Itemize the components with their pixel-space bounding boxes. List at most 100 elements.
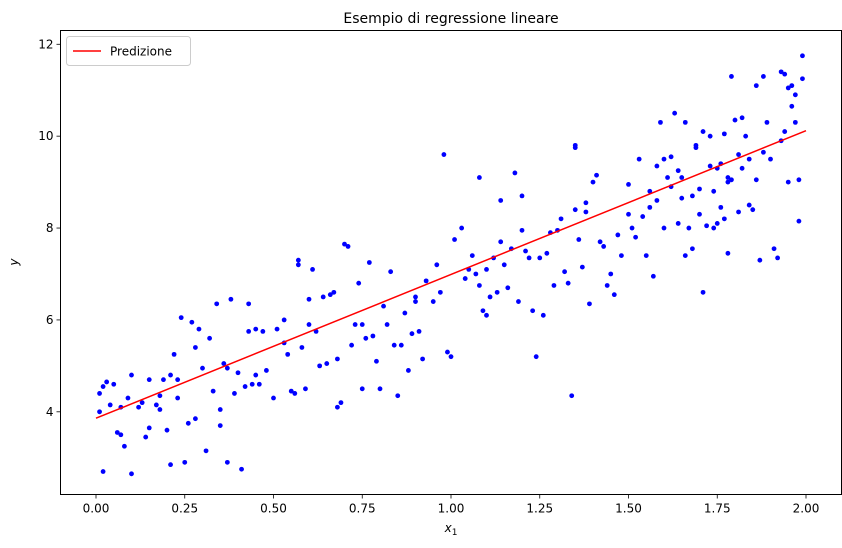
chart-title: Esempio di regressione lineare <box>343 11 558 27</box>
data-point <box>594 172 599 178</box>
data-point <box>526 255 532 261</box>
data-point <box>704 223 709 229</box>
data-point <box>608 271 614 277</box>
x-axis-title-main: x <box>444 521 453 535</box>
data-point <box>416 329 422 334</box>
data-point <box>501 262 507 268</box>
data-point <box>640 214 646 219</box>
data-point <box>118 432 124 438</box>
data-point <box>778 69 784 75</box>
data-point <box>757 257 763 263</box>
data-point <box>654 198 660 203</box>
data-point <box>196 326 202 332</box>
data-point <box>146 425 152 431</box>
data-point <box>441 152 447 157</box>
data-point <box>143 434 149 440</box>
data-point <box>494 289 500 295</box>
data-point <box>168 372 173 378</box>
data-point <box>537 255 543 261</box>
data-point <box>679 175 685 180</box>
data-point <box>505 285 511 291</box>
data-point <box>409 331 415 337</box>
data-point <box>189 319 195 325</box>
prediction-line <box>95 129 807 419</box>
data-point <box>342 241 347 247</box>
data-point <box>437 289 443 295</box>
data-point <box>175 377 181 383</box>
data-point <box>324 361 330 366</box>
x-tick-label: 1.25 <box>526 502 553 516</box>
data-point <box>370 333 376 339</box>
data-point <box>800 76 805 82</box>
data-point <box>647 204 653 210</box>
legend: Predizione <box>66 36 191 66</box>
data-point <box>711 188 717 194</box>
data-point <box>430 299 436 304</box>
regression-line-layer <box>95 129 807 419</box>
data-point <box>331 289 337 295</box>
data-point <box>310 266 315 272</box>
data-point <box>193 416 198 422</box>
y-tick-label: 6 <box>46 313 54 327</box>
data-point <box>519 193 525 199</box>
data-point <box>462 276 468 281</box>
plot-area <box>60 30 842 495</box>
y-axis-ticks: 4 6 8 10 12 <box>38 37 61 419</box>
scatter-points <box>97 53 805 477</box>
data-point <box>562 269 567 275</box>
y-tick-label: 12 <box>38 37 53 51</box>
x-axis-ticks: 0.00 0.25 0.50 0.75 1.00 1.25 1.50 1.75 2.00 <box>83 494 819 516</box>
data-point <box>391 342 397 348</box>
data-point <box>782 129 788 134</box>
data-point <box>381 303 386 309</box>
data-point <box>352 322 358 327</box>
data-point <box>732 117 738 123</box>
data-point <box>626 182 631 187</box>
data-point <box>672 110 678 116</box>
data-point <box>402 310 408 316</box>
data-point <box>235 370 241 376</box>
data-point <box>306 322 312 327</box>
data-point <box>345 244 351 249</box>
data-point <box>423 278 429 284</box>
data-point <box>736 152 741 157</box>
data-point <box>256 381 262 387</box>
x-tick-label: 1.75 <box>704 502 731 516</box>
data-point <box>356 280 362 286</box>
data-point <box>445 349 450 355</box>
data-point <box>221 361 227 366</box>
data-point <box>246 329 252 334</box>
data-point <box>668 154 674 160</box>
data-point <box>697 211 702 217</box>
data-point <box>114 430 120 435</box>
data-point <box>157 407 163 412</box>
data-point <box>533 354 539 360</box>
data-point <box>232 391 237 396</box>
data-point <box>725 179 731 185</box>
data-point <box>484 266 489 272</box>
data-point <box>146 377 152 383</box>
y-tick-label: 8 <box>46 221 54 235</box>
data-point <box>359 386 365 392</box>
data-point <box>285 351 291 357</box>
data-point <box>264 368 269 373</box>
data-point <box>661 156 667 162</box>
data-point <box>292 391 298 396</box>
data-point <box>650 273 656 279</box>
data-point <box>477 175 482 180</box>
data-point <box>590 179 596 185</box>
data-point <box>743 133 749 139</box>
data-point <box>700 129 706 134</box>
data-point <box>338 400 344 406</box>
data-point <box>480 308 486 314</box>
data-point <box>97 391 102 396</box>
data-point <box>679 195 685 201</box>
data-point <box>647 188 653 194</box>
data-point <box>523 248 528 254</box>
legend-label-predizione: Predizione <box>110 45 172 59</box>
data-point <box>161 377 166 383</box>
data-point <box>260 329 266 334</box>
data-point <box>626 211 631 217</box>
data-point <box>214 301 220 307</box>
